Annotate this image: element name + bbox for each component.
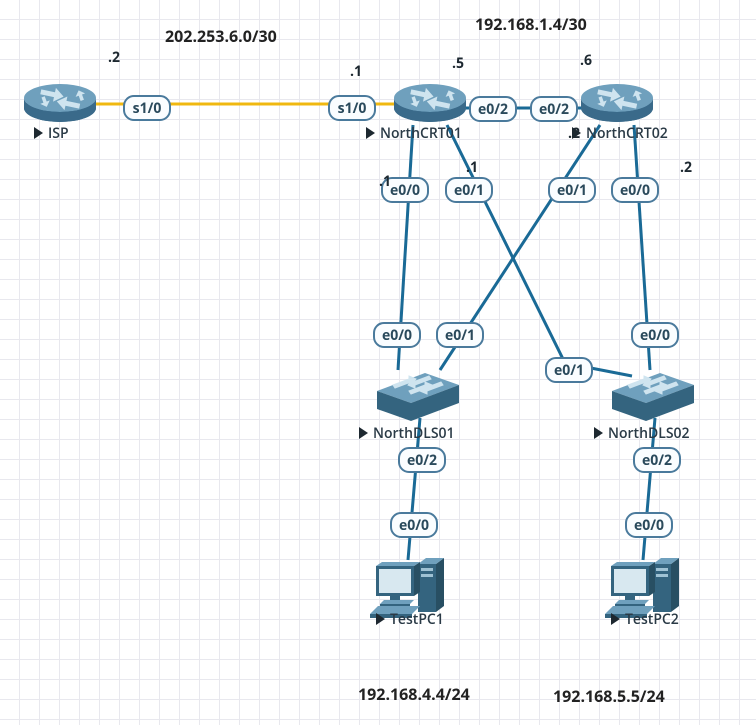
ip-octet: .2 [108, 48, 120, 67]
run-indicator [594, 427, 603, 439]
router-icon[interactable] [394, 84, 466, 122]
port-label: e0/0 [626, 513, 672, 537]
device-label: NorthDLS02 [608, 424, 690, 443]
svg-text:e0/1: e0/1 [554, 361, 584, 380]
svg-text:e0/0: e0/0 [399, 516, 429, 535]
svg-text:e0/0: e0/0 [634, 516, 664, 535]
svg-text:e0/0: e0/0 [382, 326, 412, 345]
svg-text:e0/2: e0/2 [407, 451, 437, 470]
port-label: s1/0 [124, 96, 170, 120]
ip-octet: .2 [568, 124, 580, 143]
ip-octet: .2 [680, 158, 692, 177]
device-label: ISP [48, 124, 69, 143]
port-label: e0/0 [632, 323, 678, 347]
svg-text:e0/2: e0/2 [642, 451, 672, 470]
svg-text:s1/0: s1/0 [338, 99, 367, 118]
svg-text:e0/0: e0/0 [390, 181, 420, 200]
device-label: NorthCRT01 [380, 124, 462, 143]
ip-octet: .5 [452, 54, 464, 73]
device-label: TestPC2 [625, 610, 679, 629]
port-label: e0/2 [634, 448, 680, 472]
port-label: e0/1 [549, 178, 595, 202]
ip-octet: .1 [350, 62, 362, 81]
port-label: e0/0 [374, 323, 420, 347]
switch-icon[interactable] [612, 373, 694, 421]
ip-octet: .1 [466, 158, 478, 177]
port-label: e0/2 [470, 97, 516, 121]
ip-octet: .1 [379, 172, 391, 191]
port-label: e0/1 [446, 178, 492, 202]
port-label: e0/0 [612, 178, 658, 202]
svg-text:e0/1: e0/1 [454, 181, 484, 200]
subnet-label: 192.168.1.4/30 [475, 13, 587, 35]
pc-icon[interactable] [605, 558, 679, 618]
port-label: s1/0 [329, 96, 375, 120]
router-icon[interactable] [24, 84, 96, 122]
run-indicator [366, 127, 375, 139]
subnet-label: 192.168.5.5/24 [553, 685, 665, 707]
device-label: NorthDLS01 [373, 424, 455, 443]
device-label: NorthCRT02 [586, 124, 668, 143]
topology-canvas: s1/0 s1/0 e0/2 e0/2 e0/0 e0/1 e0/1 e0/0 e0/0 e0/1… [0, 0, 756, 725]
svg-text:e0/0: e0/0 [640, 326, 670, 345]
port-label: e0/0 [391, 513, 437, 537]
svg-text:s1/0: s1/0 [133, 99, 162, 118]
router-icon[interactable] [581, 84, 653, 122]
subnet-label: 202.253.6.0/30 [165, 25, 277, 47]
port-label: e0/2 [399, 448, 445, 472]
device-label: TestPC1 [390, 610, 444, 629]
port-label: e0/1 [546, 358, 592, 382]
port-label: e0/2 [531, 97, 577, 121]
run-indicator [359, 427, 368, 439]
svg-text:e0/2: e0/2 [539, 100, 569, 119]
svg-text:e0/1: e0/1 [445, 326, 475, 345]
pc-icon[interactable] [370, 558, 444, 618]
subnet-label: 192.168.4.4/24 [358, 683, 470, 705]
port-label: e0/1 [437, 323, 483, 347]
svg-text:e0/1: e0/1 [557, 181, 587, 200]
ip-octet: .6 [580, 51, 592, 70]
svg-text:e0/0: e0/0 [620, 181, 650, 200]
run-indicator [34, 127, 43, 139]
svg-text:e0/2: e0/2 [478, 100, 508, 119]
switch-icon[interactable] [377, 373, 459, 421]
